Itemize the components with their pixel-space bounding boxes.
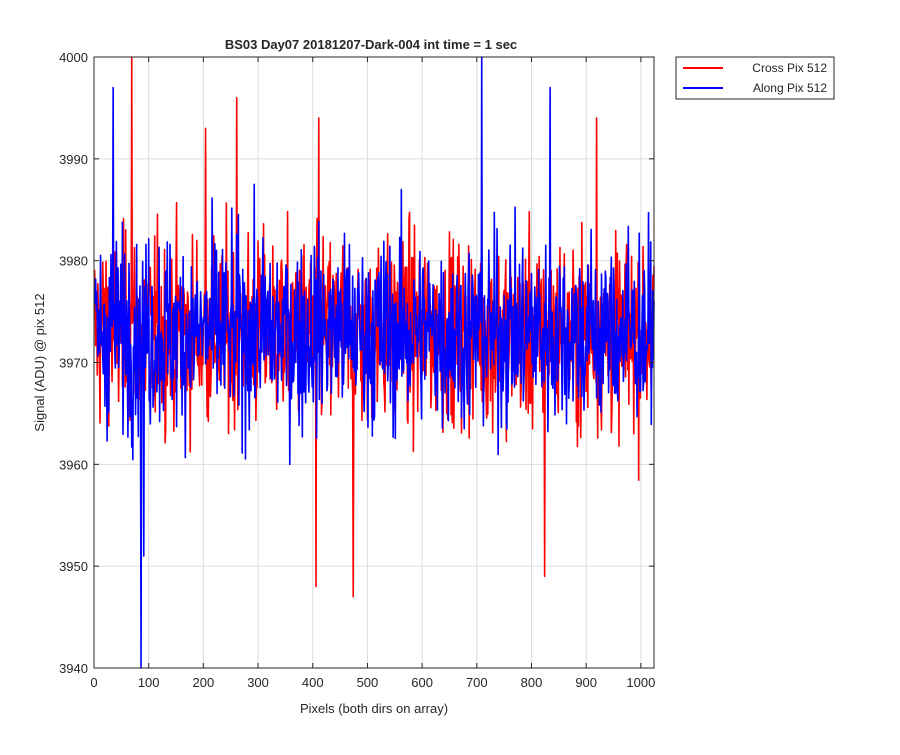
axis-ticks: 0 100 200 300 400 500 600 700 800 900 1000 3940 3950… (59, 50, 655, 690)
x-tick-label: 900 (575, 675, 597, 690)
y-tick-label: 3950 (59, 559, 88, 574)
legend-box (675, 56, 835, 100)
y-tick-label: 3960 (59, 457, 88, 472)
x-tick-label: 300 (247, 675, 269, 690)
y-tick-label: 4000 (59, 50, 88, 65)
x-tick-label: 0 (90, 675, 97, 690)
y-tick-label: 3990 (59, 152, 88, 167)
x-tick-label: 200 (193, 675, 215, 690)
x-tick-label: 800 (521, 675, 543, 690)
y-axis-label: Signal (ADU) @ pix 512 (32, 293, 47, 431)
y-tick-label: 3980 (59, 254, 88, 269)
y-tick-label: 3970 (59, 356, 88, 371)
legend: Cross Pix 512 Along Pix 512 (675, 56, 835, 100)
x-tick-label: 600 (411, 675, 433, 690)
x-tick-label: 400 (302, 675, 324, 690)
x-tick-label: 500 (357, 675, 379, 690)
x-tick-label: 100 (138, 675, 160, 690)
x-tick-label: 1000 (626, 675, 655, 690)
x-axis-label: Pixels (both dirs on array) (300, 701, 448, 716)
legend-label-cross: Cross Pix 512 (752, 61, 827, 75)
y-tick-label: 3940 (59, 661, 88, 676)
x-tick-label: 700 (466, 675, 488, 690)
series-line-along-pix (93, 56, 655, 669)
series-layer (93, 56, 655, 669)
chart-title: BS03 Day07 20181207-Dark-004 int time = … (225, 37, 517, 52)
legend-label-along: Along Pix 512 (753, 81, 827, 95)
